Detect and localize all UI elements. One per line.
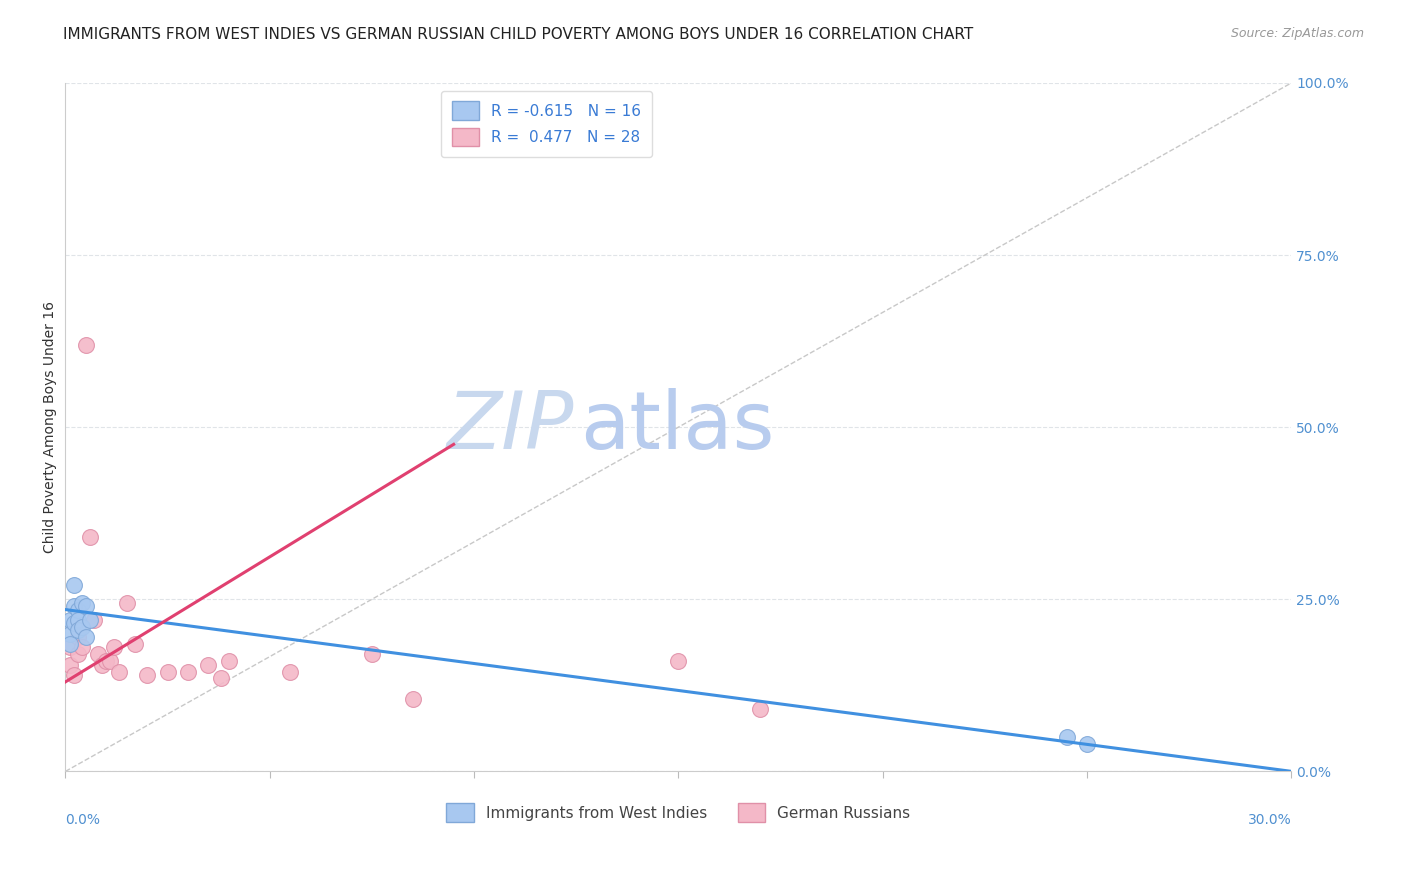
- Text: Source: ZipAtlas.com: Source: ZipAtlas.com: [1230, 27, 1364, 40]
- Point: [124, 637, 146, 651]
- Point: [1076, 737, 1098, 751]
- Point: [66, 630, 89, 644]
- Point: [62, 578, 84, 592]
- Point: [66, 613, 89, 627]
- Y-axis label: Child Poverty Among Boys Under 16: Child Poverty Among Boys Under 16: [44, 301, 58, 553]
- Point: [100, 654, 122, 668]
- Point: [361, 648, 384, 662]
- Point: [66, 602, 89, 616]
- Point: [58, 626, 80, 640]
- Point: [136, 668, 159, 682]
- Point: [79, 613, 101, 627]
- Text: 30.0%: 30.0%: [1247, 813, 1291, 827]
- Point: [58, 613, 80, 627]
- Point: [402, 692, 425, 706]
- Point: [58, 637, 80, 651]
- Point: [62, 599, 84, 614]
- Point: [115, 596, 138, 610]
- Point: [75, 337, 97, 351]
- Legend: Immigrants from West Indies, German Russians: Immigrants from West Indies, German Russ…: [436, 792, 921, 832]
- Point: [87, 648, 110, 662]
- Point: [278, 665, 301, 679]
- Point: [75, 599, 97, 614]
- Text: 0.0%: 0.0%: [66, 813, 100, 827]
- Point: [197, 657, 219, 672]
- Point: [209, 672, 232, 686]
- Point: [70, 620, 93, 634]
- Point: [156, 665, 179, 679]
- Point: [91, 657, 114, 672]
- Point: [58, 657, 80, 672]
- Point: [666, 654, 689, 668]
- Point: [66, 648, 89, 662]
- Point: [70, 596, 93, 610]
- Point: [66, 624, 89, 638]
- Point: [749, 702, 772, 716]
- Point: [177, 665, 200, 679]
- Point: [103, 640, 125, 655]
- Point: [70, 640, 93, 655]
- Point: [75, 630, 97, 644]
- Point: [79, 530, 101, 544]
- Text: atlas: atlas: [581, 388, 775, 467]
- Point: [107, 665, 129, 679]
- Text: ZIP: ZIP: [447, 388, 574, 467]
- Point: [83, 613, 105, 627]
- Point: [96, 654, 118, 668]
- Point: [58, 640, 80, 655]
- Point: [62, 616, 84, 631]
- Point: [62, 668, 84, 682]
- Text: IMMIGRANTS FROM WEST INDIES VS GERMAN RUSSIAN CHILD POVERTY AMONG BOYS UNDER 16 : IMMIGRANTS FROM WEST INDIES VS GERMAN RU…: [63, 27, 973, 42]
- Point: [1056, 730, 1078, 744]
- Point: [218, 654, 240, 668]
